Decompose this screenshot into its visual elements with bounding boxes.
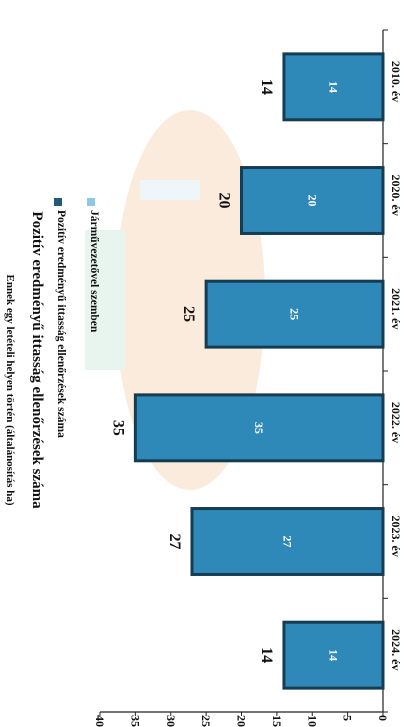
bar-value-label: 14 — [326, 81, 340, 93]
bar-outer-value-label: 25 — [180, 306, 197, 322]
legend-swatch-2 — [87, 198, 95, 206]
category-label: 2024. év — [389, 629, 403, 670]
value-tick-label: 5 — [341, 715, 355, 721]
legend-swatch-1 — [54, 198, 62, 206]
bar-group: 27 27 2023. év — [166, 507, 403, 576]
bar-value-label: 27 — [280, 536, 294, 548]
value-tick-label: 35 — [128, 715, 142, 727]
bar-value-label: 25 — [288, 308, 302, 320]
category-label: 2021. év — [389, 288, 403, 329]
category-label: 2010. év — [389, 61, 403, 102]
bar-outer-value-label: 27 — [166, 534, 183, 550]
bar — [282, 620, 385, 690]
value-tick-label: 40 — [93, 715, 107, 727]
legend-label-2: Járművezetővel szemben — [88, 210, 100, 333]
chart-title: Pozitív eredményű ittasság ellenőrzések … — [29, 211, 45, 509]
legend: Pozitív eredményű ittasság ellenőrzések … — [54, 198, 100, 438]
bar-outer-value-label: 14 — [258, 647, 275, 663]
bar-group: 20 20 2020. év — [216, 166, 403, 235]
bar — [282, 52, 385, 122]
bar-group: 14 14 2010. év — [258, 52, 403, 122]
category-label: 2023. év — [389, 516, 403, 557]
bar-group: 25 25 2021. év — [180, 279, 403, 349]
bar-group: 35 35 2022. év — [109, 393, 403, 463]
header-fragment: Ennek egy letételi helyen történ (általá… — [4, 275, 16, 506]
value-tick-label: 15 — [270, 715, 284, 727]
bar-group: 14 14 2024. év — [258, 620, 403, 690]
bar — [204, 279, 385, 349]
bar-value-label: 20 — [305, 195, 319, 207]
value-tick-label: 25 — [199, 715, 213, 727]
value-tick-label: 0 — [376, 715, 390, 721]
bar-value-label: 35 — [252, 422, 266, 434]
bar-outer-value-label: 35 — [109, 420, 126, 436]
value-tick-label: 10 — [305, 715, 319, 727]
bar-outer-value-label: 20 — [216, 193, 233, 209]
value-tick-label: 30 — [164, 715, 178, 727]
axes: 0 5 10 15 20 25 30 35 40 — [93, 29, 390, 727]
bar — [133, 393, 385, 463]
category-label: 2022. év — [389, 402, 403, 443]
bar-outer-value-label: 14 — [258, 79, 275, 95]
category-label: 2020. év — [389, 175, 403, 216]
bar-value-label: 14 — [326, 649, 340, 661]
value-tick-label: 20 — [235, 715, 249, 727]
bar — [190, 507, 385, 576]
bar — [240, 166, 385, 235]
legend-label-1: Pozitív eredményű ittasság ellenőrzések … — [55, 210, 67, 438]
